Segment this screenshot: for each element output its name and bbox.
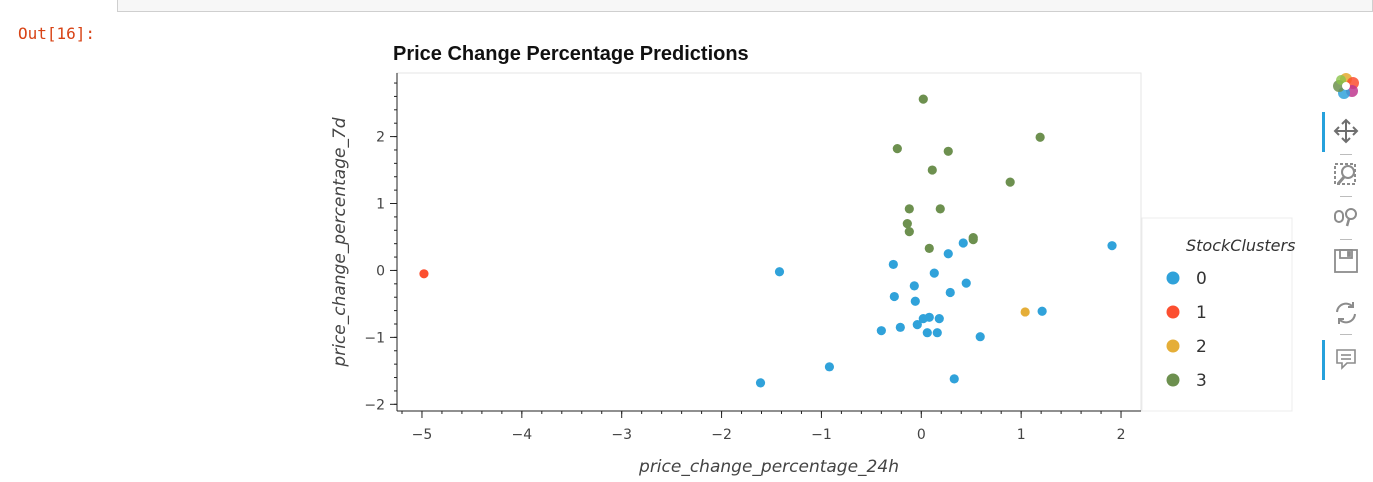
- scatter-point-cluster-0: [755, 378, 766, 388]
- scatter-point-cluster-0: [895, 322, 905, 332]
- scatter-point-cluster-0: [934, 314, 944, 324]
- scatter-point-cluster-3: [892, 144, 902, 154]
- scatter-point-cluster-3: [904, 204, 914, 214]
- scatter-point-cluster-0: [924, 312, 934, 322]
- legend-marker-1: [1166, 305, 1180, 319]
- scatter-point-cluster-0: [1107, 241, 1117, 251]
- output-prompt: Out[16]:: [18, 24, 96, 43]
- scatter-point-cluster-0: [943, 249, 953, 259]
- legend-label-0: 0: [1196, 269, 1207, 289]
- scatter-point-cluster-0: [876, 326, 886, 336]
- scatter-point-cluster-0: [932, 328, 942, 338]
- scatter-point-cluster-3: [918, 94, 928, 104]
- x-tick-label: 0: [917, 427, 926, 443]
- chart-title: Price Change Percentage Predictions: [393, 43, 749, 65]
- y-tick-label: −1: [364, 330, 385, 346]
- scatter-point-cluster-3: [902, 218, 912, 229]
- x-tick-label: −5: [412, 427, 433, 443]
- scatter-point-cluster-0: [949, 374, 959, 384]
- scatter-point-cluster-0: [922, 328, 932, 338]
- reset-icon[interactable]: [1330, 298, 1362, 328]
- wheel-zoom-icon[interactable]: [1330, 202, 1362, 232]
- scatter-point-cluster-3: [904, 227, 914, 237]
- scatter-point-cluster-0: [889, 291, 899, 302]
- scatter-point-cluster-0: [961, 278, 971, 288]
- scatter-point-cluster-0: [912, 320, 922, 330]
- legend-title: StockClusters: [1186, 236, 1295, 255]
- pan-icon[interactable]: [1322, 112, 1362, 152]
- scatter-point-cluster-0: [958, 238, 968, 248]
- legend-label-3: 3: [1196, 371, 1207, 391]
- scatter-point-cluster-3: [927, 165, 937, 175]
- scatter-point-cluster-3: [935, 204, 945, 214]
- x-tick-label: −4: [512, 427, 533, 443]
- scatter-point-cluster-1: [419, 269, 429, 279]
- scatter-point-cluster-0: [910, 296, 920, 306]
- save-icon[interactable]: [1330, 246, 1362, 276]
- legend-marker-2: [1166, 339, 1180, 353]
- x-tick-label: −3: [611, 427, 632, 443]
- y-tick-label: −2: [364, 397, 385, 413]
- scatter-point-cluster-3: [943, 146, 953, 156]
- y-tick-label: 0: [376, 263, 385, 279]
- scatter-point-cluster-3: [924, 243, 934, 253]
- scatter-point-cluster-3: [1005, 177, 1015, 187]
- legend-marker-0: [1166, 271, 1180, 285]
- y-tick-label: 1: [376, 197, 385, 213]
- bokeh-logo-icon[interactable]: [1330, 71, 1362, 101]
- chart-toolbar: [1322, 68, 1368, 388]
- scatter-point-cluster-0: [824, 362, 835, 372]
- plot-area: [396, 72, 1142, 412]
- x-tick-label: 2: [1117, 427, 1126, 443]
- legend-label-1: 1: [1196, 303, 1207, 323]
- scatter-point-cluster-0: [888, 259, 898, 270]
- scatter-point-cluster-2: [1020, 307, 1030, 317]
- box-zoom-icon[interactable]: [1330, 160, 1362, 190]
- x-tick-label: −1: [811, 427, 832, 443]
- scatter-point-cluster-0: [945, 287, 955, 298]
- scatter-point-cluster-0: [975, 332, 985, 342]
- y-axis-label: price_change_percentage_7d: [330, 117, 350, 367]
- y-tick-label: 2: [376, 130, 385, 146]
- scatter-point-cluster-0: [909, 281, 919, 291]
- scatter-point-cluster-0: [1037, 306, 1047, 316]
- scatter-point-cluster-0: [929, 268, 939, 278]
- x-axis-label: price_change_percentage_24h: [638, 457, 899, 477]
- scatter-point-cluster-0: [774, 267, 785, 277]
- hover-icon[interactable]: [1322, 340, 1362, 380]
- x-tick-label: −2: [711, 427, 732, 443]
- scatter-point-cluster-3: [968, 235, 978, 245]
- scatter-point-cluster-3: [1035, 132, 1045, 142]
- legend-marker-3: [1166, 373, 1180, 387]
- legend-label-2: 2: [1196, 337, 1207, 357]
- x-tick-label: 1: [1017, 427, 1026, 443]
